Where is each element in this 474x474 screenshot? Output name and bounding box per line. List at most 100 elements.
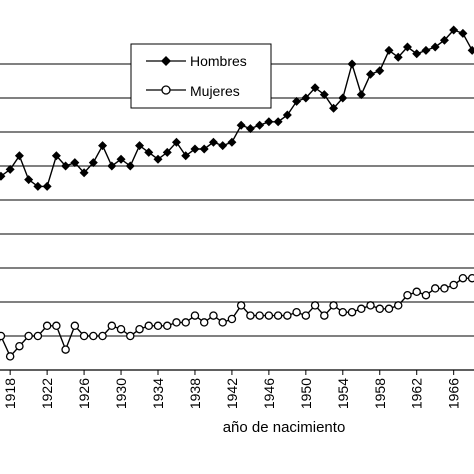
data-point-hombres xyxy=(33,181,43,191)
x-tick-label: 1942 xyxy=(224,378,240,409)
data-point-hombres xyxy=(14,151,24,161)
x-ticks: 1918 1922 1926 1930 1934 1938 1942 1946 1950 1954… xyxy=(2,370,462,409)
data-point-hombres xyxy=(347,59,357,69)
data-point-mujeres xyxy=(89,331,98,341)
data-point-hombres xyxy=(393,52,403,62)
legend-label-mujeres: Mujeres xyxy=(190,83,240,99)
data-point-hombres xyxy=(162,147,172,157)
data-point-hombres xyxy=(282,110,292,120)
data-point-mujeres xyxy=(218,318,227,327)
series-layer xyxy=(0,25,474,361)
x-tick-label: 1934 xyxy=(150,378,166,409)
x-tick-label: 1966 xyxy=(446,378,462,409)
data-point-hombres xyxy=(338,93,348,103)
data-point-mujeres xyxy=(347,307,357,317)
data-point-hombres xyxy=(366,69,376,79)
data-point-mujeres xyxy=(181,318,190,327)
data-point-hombres xyxy=(116,154,126,164)
data-point-hombres xyxy=(264,117,274,127)
data-point-hombres xyxy=(301,93,311,103)
data-point-mujeres xyxy=(236,301,246,310)
data-point-mujeres xyxy=(301,311,311,320)
data-point-hombres xyxy=(98,141,108,151)
data-point-mujeres xyxy=(172,318,181,327)
data-point-hombres xyxy=(430,42,440,52)
x-tick-label: 1950 xyxy=(298,378,314,409)
data-point-mujeres xyxy=(357,304,366,314)
data-point-hombres xyxy=(273,117,283,127)
data-point-hombres xyxy=(70,158,80,168)
data-point-mujeres xyxy=(310,301,320,310)
data-point-mujeres xyxy=(79,331,89,341)
data-point-mujeres xyxy=(52,321,61,331)
data-point-hombres xyxy=(384,45,394,55)
data-point-hombres xyxy=(329,103,339,113)
data-point-hombres xyxy=(153,154,163,164)
x-tick-label: 1954 xyxy=(335,378,351,409)
data-point-mujeres xyxy=(98,331,107,341)
data-point-mujeres xyxy=(366,301,375,310)
x-tick-label: 1938 xyxy=(187,378,203,409)
data-point-mujeres xyxy=(255,311,264,320)
data-point-hombres xyxy=(61,161,71,171)
x-tick-label: 1922 xyxy=(39,378,55,409)
data-point-mujeres xyxy=(5,352,15,361)
data-point-mujeres xyxy=(329,301,338,310)
data-point-hombres xyxy=(51,151,61,161)
data-point-mujeres xyxy=(199,318,209,327)
data-point-hombres xyxy=(190,144,200,154)
data-point-mujeres xyxy=(440,284,449,293)
data-point-mujeres xyxy=(393,301,403,310)
data-point-hombres xyxy=(310,83,320,93)
data-point-mujeres xyxy=(24,331,33,341)
data-point-hombres xyxy=(236,120,246,130)
x-tick-label: 1926 xyxy=(76,378,92,409)
data-point-mujeres xyxy=(273,311,283,320)
data-point-mujeres xyxy=(264,311,274,320)
data-point-hombres xyxy=(218,141,228,151)
data-point-mujeres xyxy=(107,321,117,331)
x-tick-label: 1918 xyxy=(2,378,18,409)
data-point-mujeres xyxy=(449,280,458,290)
data-point-mujeres xyxy=(144,321,154,331)
data-point-hombres xyxy=(208,137,218,147)
data-point-mujeres xyxy=(384,304,394,314)
data-point-mujeres xyxy=(246,311,255,320)
x-tick-label: 1962 xyxy=(409,378,425,409)
data-point-mujeres xyxy=(15,341,24,351)
data-point-hombres xyxy=(181,151,191,161)
legend-box xyxy=(130,43,272,109)
series-mujeres xyxy=(0,273,474,361)
data-point-hombres xyxy=(449,25,459,35)
data-point-mujeres xyxy=(283,311,292,320)
data-point-hombres xyxy=(412,49,422,59)
legend-mujeres-marker xyxy=(161,85,171,95)
data-point-hombres xyxy=(458,28,468,38)
data-point-mujeres xyxy=(467,273,474,283)
data-point-mujeres xyxy=(375,304,385,314)
series-line-mujeres xyxy=(0,277,473,358)
data-point-mujeres xyxy=(338,307,348,317)
data-point-hombres xyxy=(171,137,181,147)
data-point-mujeres xyxy=(0,331,6,341)
x-tick-label: 1946 xyxy=(261,378,277,409)
data-point-hombres xyxy=(42,181,52,191)
data-point-hombres xyxy=(125,161,135,171)
data-point-mujeres xyxy=(403,290,412,300)
legend-label-hombres: Hombres xyxy=(190,53,247,69)
data-point-mujeres xyxy=(126,331,135,341)
x-tick-label: 1958 xyxy=(372,378,388,409)
series-hombres xyxy=(0,25,474,191)
data-point-mujeres xyxy=(70,321,80,331)
data-point-hombres xyxy=(292,96,302,106)
data-point-mujeres xyxy=(412,287,421,297)
data-point-hombres xyxy=(24,175,34,185)
x-axis-label: año de nacimiento xyxy=(223,419,346,436)
data-point-mujeres xyxy=(421,290,431,300)
data-point-hombres xyxy=(227,137,237,147)
data-point-hombres xyxy=(421,45,431,55)
data-point-mujeres xyxy=(116,324,126,334)
data-point-hombres xyxy=(79,168,89,178)
data-point-hombres xyxy=(5,164,15,174)
